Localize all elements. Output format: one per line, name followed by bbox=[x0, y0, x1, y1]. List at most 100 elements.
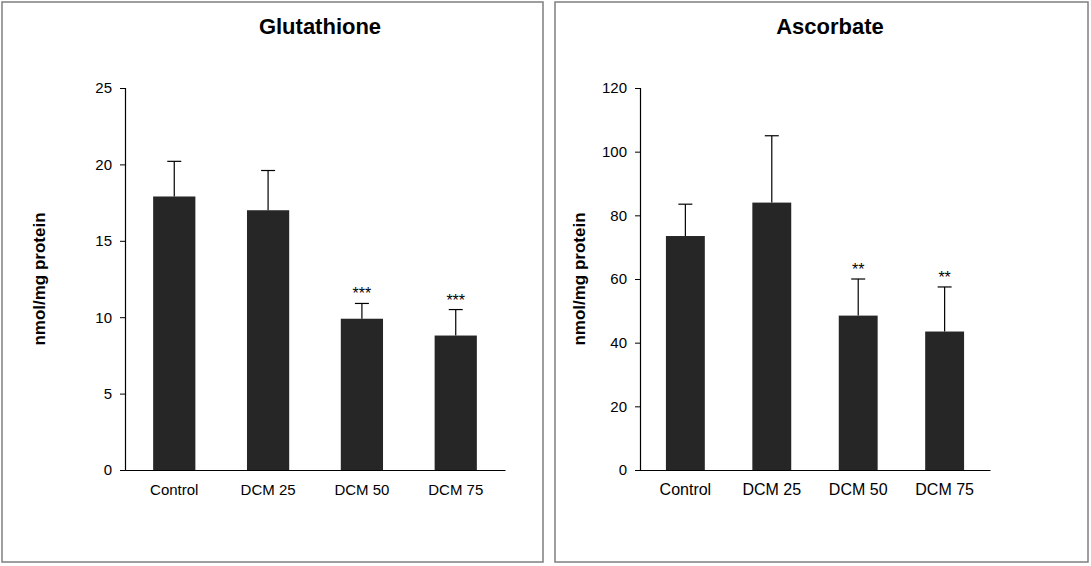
bar bbox=[839, 316, 878, 470]
error-bar-stem bbox=[174, 161, 175, 196]
y-tick-label: 60 bbox=[610, 270, 627, 287]
y-tick: 120 bbox=[602, 79, 640, 96]
canvas: 0510152025ControlDCM 25DCM 50DCM 75*****… bbox=[0, 0, 1091, 566]
error-bar bbox=[938, 287, 952, 332]
y-axis: 0 5 10 15 20 25 bbox=[95, 79, 125, 478]
plot-area bbox=[666, 136, 964, 470]
y-tick-mark bbox=[635, 470, 640, 471]
bar bbox=[752, 203, 791, 470]
error-bar-cap bbox=[449, 309, 463, 310]
error-bar-stem bbox=[685, 204, 686, 236]
bar bbox=[153, 196, 195, 470]
bar bbox=[247, 210, 289, 470]
y-tick-label: 15 bbox=[95, 232, 112, 249]
x-tick-label: DCM 75 bbox=[915, 481, 974, 498]
x-tick-label: DCM 50 bbox=[334, 481, 389, 498]
x-axis-line bbox=[641, 470, 991, 471]
y-tick-mark bbox=[635, 152, 640, 153]
error-bar-stem bbox=[455, 310, 456, 336]
y-tick-mark bbox=[120, 394, 125, 395]
y-tick: 20 bbox=[610, 398, 640, 415]
bar bbox=[341, 319, 383, 470]
y-tick-label: 25 bbox=[95, 79, 112, 96]
y-tick-label: 5 bbox=[104, 385, 112, 402]
y-tick-mark bbox=[635, 215, 640, 216]
y-axis: 0 20 40 60 80 100 120 bbox=[602, 79, 641, 478]
bar bbox=[666, 236, 705, 470]
y-tick: 15 bbox=[95, 232, 125, 249]
chart-title: Glutathione bbox=[259, 14, 381, 39]
plot-area bbox=[153, 161, 477, 470]
y-axis-title: nmol/mg protein bbox=[30, 212, 49, 345]
y-tick: 5 bbox=[104, 385, 125, 402]
x-tick-label: DCM 75 bbox=[428, 481, 483, 498]
x-tick-label: Control bbox=[660, 481, 712, 498]
significance-label: *** bbox=[353, 285, 372, 302]
x-axis: Control DCM 25 DCM 50 DCM 75 bbox=[641, 470, 991, 498]
x-tick-label: DCM 25 bbox=[742, 481, 801, 498]
x-tick: DCM 75 bbox=[428, 470, 483, 498]
y-axis-line bbox=[120, 89, 126, 471]
y-tick: 80 bbox=[610, 207, 640, 224]
error-bar bbox=[449, 310, 463, 336]
error-bar-cap bbox=[938, 286, 952, 287]
error-bar bbox=[678, 204, 692, 236]
y-tick: 0 bbox=[104, 461, 125, 478]
error-bar bbox=[167, 161, 181, 196]
y-tick-label: 20 bbox=[610, 398, 627, 415]
significance-label: ** bbox=[852, 261, 864, 278]
y-axis-line bbox=[635, 89, 641, 471]
significance-label: *** bbox=[446, 292, 465, 309]
chart-title: Ascorbate bbox=[776, 14, 884, 39]
y-tick-mark bbox=[635, 88, 640, 89]
x-tick: DCM 75 bbox=[915, 470, 974, 498]
bar bbox=[925, 332, 964, 470]
error-bar-cap bbox=[355, 303, 369, 304]
error-bar-stem bbox=[858, 279, 859, 316]
x-tick: Control bbox=[150, 470, 198, 498]
y-tick-mark bbox=[635, 406, 640, 407]
y-tick-mark bbox=[120, 241, 125, 242]
error-bar bbox=[765, 136, 779, 203]
y-axis-title: nmol/mg protein bbox=[570, 212, 589, 345]
y-tick: 0 bbox=[619, 461, 640, 478]
y-tick-label: 80 bbox=[610, 207, 627, 224]
y-tick-label: 0 bbox=[619, 461, 627, 478]
panel-frame bbox=[555, 2, 1088, 562]
error-bar-stem bbox=[944, 287, 945, 332]
y-tick-label: 40 bbox=[610, 334, 627, 351]
x-tick: DCM 25 bbox=[241, 470, 296, 498]
y-tick-label: 120 bbox=[602, 79, 627, 96]
y-tick-mark bbox=[120, 317, 125, 318]
y-tick-mark bbox=[120, 164, 125, 165]
error-bar-stem bbox=[267, 171, 268, 211]
error-bar-cap bbox=[678, 204, 692, 205]
y-tick-mark bbox=[635, 343, 640, 344]
panel-frame bbox=[2, 2, 543, 562]
x-axis-line bbox=[126, 470, 506, 471]
y-tick-label: 100 bbox=[602, 143, 627, 160]
error-bar-stem bbox=[771, 136, 772, 203]
error-bar bbox=[851, 279, 865, 316]
x-tick-label: DCM 25 bbox=[241, 481, 296, 498]
significance-label: ** bbox=[938, 269, 950, 286]
y-tick-label: 0 bbox=[104, 461, 112, 478]
chart-panel: 0 5 10 15 20 25 Control DCM 25 DCM 50 DCM 75 *** **… bbox=[2, 2, 543, 562]
x-tick: Control bbox=[660, 470, 712, 498]
error-bar bbox=[261, 171, 275, 211]
y-tick: 25 bbox=[95, 79, 125, 96]
error-bar-cap bbox=[765, 135, 779, 136]
y-tick-mark bbox=[120, 470, 125, 471]
y-tick: 10 bbox=[95, 309, 125, 326]
error-bar-cap bbox=[851, 278, 865, 279]
x-axis: Control DCM 25 DCM 50 DCM 75 bbox=[126, 470, 506, 498]
y-tick-label: 20 bbox=[95, 156, 112, 173]
bar bbox=[435, 336, 477, 470]
x-tick-label: Control bbox=[150, 481, 198, 498]
error-bar-cap bbox=[261, 170, 275, 171]
x-tick: DCM 25 bbox=[742, 470, 801, 498]
x-tick-label: DCM 50 bbox=[829, 481, 888, 498]
chart-panel: 0 20 40 60 80 100 120 Control DCM 25 DCM 50 DCM 75… bbox=[555, 2, 1088, 562]
error-bar-stem bbox=[361, 303, 362, 318]
error-bar bbox=[355, 303, 369, 318]
